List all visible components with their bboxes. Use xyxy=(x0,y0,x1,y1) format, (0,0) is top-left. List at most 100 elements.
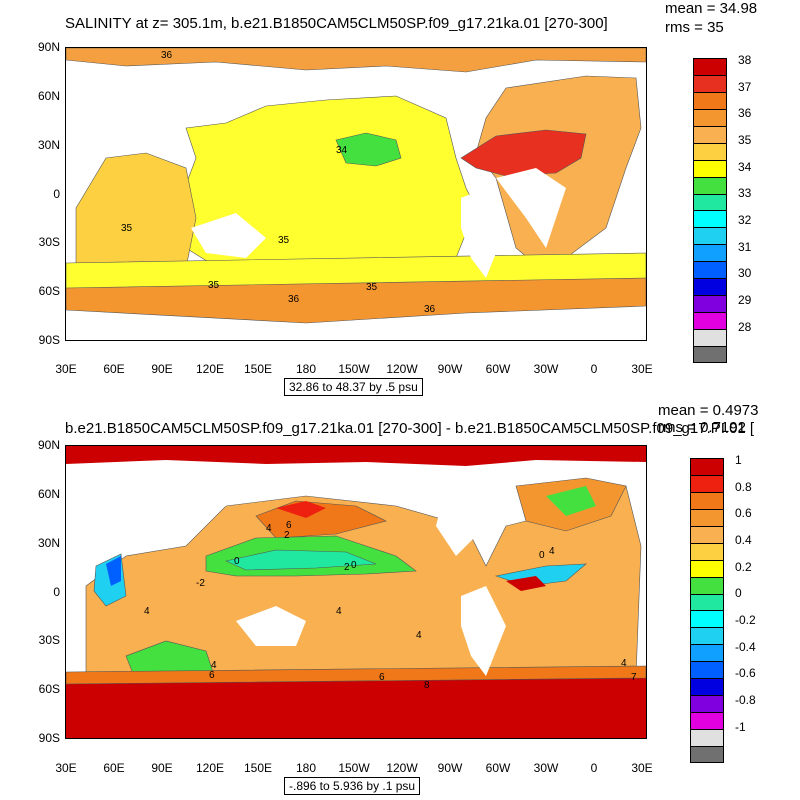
bottom-colorbar-box xyxy=(690,627,724,645)
bottom-asia xyxy=(66,466,236,526)
lat-label: 90N xyxy=(37,40,60,54)
bottom-colorbar-box xyxy=(690,729,724,746)
bottom-colorbar-box xyxy=(690,593,724,611)
top-npac-green xyxy=(335,132,402,167)
bottom-north-america xyxy=(436,476,506,556)
bottom-south-america xyxy=(461,586,506,676)
bottom-colorbar-box xyxy=(690,559,724,577)
bottom-rms: rms = 0.7192 xyxy=(658,419,746,436)
lon-label: 30E xyxy=(631,761,653,775)
top-contour-label: 35 xyxy=(121,223,133,234)
bottom-contour-label: 4 xyxy=(549,546,555,557)
lon-label: 60W xyxy=(485,362,511,376)
bottom-colorbar-box xyxy=(690,474,724,492)
lon-label: 180 xyxy=(295,761,317,775)
bottom-mean: mean = 0.4973 xyxy=(658,402,759,419)
top-colorbar-box xyxy=(693,227,727,245)
lat-label: 0 xyxy=(53,585,60,599)
bottom-contour-label: 0 xyxy=(234,556,240,567)
bottom-cbar-label: 0.6 xyxy=(735,506,752,520)
lat-label: 30N xyxy=(37,536,60,550)
bottom-colorbar-box xyxy=(690,508,724,526)
top-africa xyxy=(496,168,566,248)
bottom-colorbar xyxy=(690,458,724,763)
bottom-cbar-label: -1 xyxy=(735,720,746,734)
bottom-contour-label: 4 xyxy=(266,523,272,534)
bottom-colorbar-box xyxy=(690,525,724,543)
bottom-contour-label: 4 xyxy=(144,606,150,617)
top-rms: rms = 35 xyxy=(665,19,724,36)
lon-label: 90E xyxy=(151,362,173,376)
lon-label: 0 xyxy=(590,761,598,775)
bottom-colorbar-box xyxy=(690,458,724,475)
lon-label: 30W xyxy=(533,761,559,775)
lon-label: 30E xyxy=(631,362,653,376)
bottom-colorbar-box xyxy=(690,491,724,509)
bottom-natl-green xyxy=(546,486,596,516)
lon-label: 30W xyxy=(533,362,559,376)
lat-label: 60S xyxy=(38,284,60,298)
bottom-cbar-label: -0.8 xyxy=(735,693,756,707)
lat-label: 90S xyxy=(38,333,60,347)
top-colorbar-box xyxy=(693,142,727,160)
bottom-cbar-label: 0.8 xyxy=(735,480,752,494)
top-colorbar xyxy=(693,58,727,363)
top-contour-label: 36 xyxy=(424,304,436,315)
top-cbar-label: 35 xyxy=(738,133,752,147)
lat-label: 90N xyxy=(37,438,60,452)
bottom-contour-label: 4 xyxy=(336,606,342,617)
bottom-contour-label: 4 xyxy=(621,658,627,669)
top-australia xyxy=(191,213,266,258)
lon-label: 60W xyxy=(485,761,511,775)
top-contour-label: 35 xyxy=(366,282,378,293)
lon-label: 150E xyxy=(243,362,273,376)
bottom-colorbar-box xyxy=(690,610,724,628)
top-map-canvas: 36 34 35 35 35 35 36 36 xyxy=(66,48,646,324)
bottom-cbar-label: -0.4 xyxy=(735,640,756,654)
bottom-contour-label: 2 xyxy=(284,530,290,541)
lon-label: 0 xyxy=(590,362,598,376)
lat-label: 60N xyxy=(37,89,60,103)
bottom-colorbar-box xyxy=(690,712,724,729)
top-contour-label: 36 xyxy=(288,294,300,305)
lon-label: 120E xyxy=(195,362,225,376)
lon-label: 120W xyxy=(386,761,418,775)
bottom-npac-red xyxy=(276,501,326,518)
bottom-info-box: -.896 to 5.936 by .1 psu xyxy=(284,777,421,795)
lon-label: 180 xyxy=(295,362,317,376)
bottom-contour-label: 0 xyxy=(539,550,545,561)
lon-label: 60E xyxy=(103,761,125,775)
bottom-panel: b.e21.B1850CAM5CLM50SP.f09_g17.21ka.01 [… xyxy=(0,400,800,800)
top-indian xyxy=(75,152,197,269)
top-colorbar-box xyxy=(693,58,727,75)
top-south-america xyxy=(461,188,506,278)
top-cbar-label: 29 xyxy=(738,293,752,307)
bottom-cbar-label: 1 xyxy=(735,453,742,467)
top-cbar-label: 38 xyxy=(738,53,752,67)
bottom-arctic xyxy=(66,446,646,466)
top-colorbar-box xyxy=(693,312,727,329)
bottom-contour-label: 6 xyxy=(379,672,385,683)
lat-label: 90S xyxy=(38,731,60,745)
bottom-contour-label: 4 xyxy=(416,630,422,641)
bottom-colorbar-box xyxy=(690,576,724,594)
bottom-colorbar-box xyxy=(690,695,724,713)
top-panel: SALINITY at z= 305.1m, b.e21.B1850CAM5CL… xyxy=(37,0,757,396)
bottom-med-red xyxy=(506,576,546,591)
top-arctic xyxy=(66,48,646,73)
top-cbar-label: 36 xyxy=(738,106,752,120)
lat-label: 30S xyxy=(38,235,60,249)
top-colorbar-box xyxy=(693,210,727,228)
top-colorbar-box xyxy=(693,108,727,126)
bottom-contour-label: 2 xyxy=(344,562,350,573)
top-south-orange xyxy=(66,277,646,324)
top-atlantic xyxy=(475,75,642,274)
lon-label: 30E xyxy=(55,761,77,775)
bottom-colorbar-box xyxy=(690,745,724,763)
top-cbar-label: 33 xyxy=(738,186,752,200)
bottom-contour-label: 0 xyxy=(351,560,357,571)
top-colorbar-box xyxy=(693,329,727,346)
top-contour-label: 34 xyxy=(336,145,348,156)
top-colorbar-box xyxy=(693,91,727,109)
top-cbar-label: 32 xyxy=(738,213,752,227)
